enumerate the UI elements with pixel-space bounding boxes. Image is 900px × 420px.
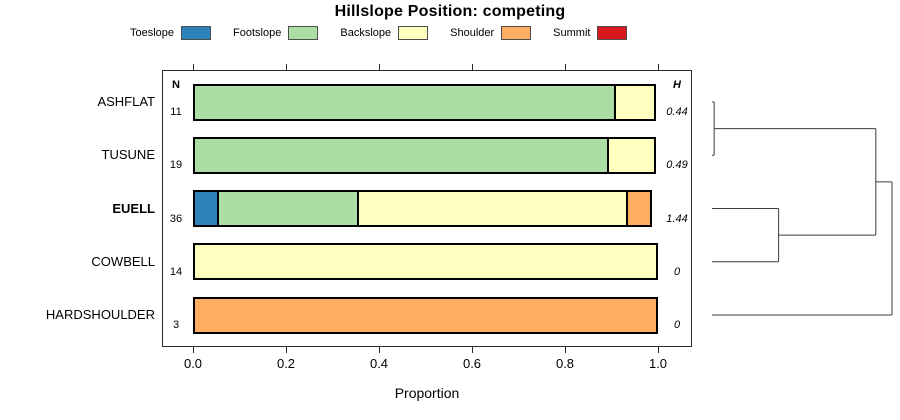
legend-item-summit: Summit [553, 26, 628, 40]
bar-segment-backslope [193, 243, 658, 281]
bar-segment-footslope [217, 190, 359, 227]
legend: Toeslope Footslope Backslope Shoulder Su… [130, 26, 628, 40]
bottom-tick [286, 347, 287, 353]
n-value: 11 [170, 106, 182, 118]
legend-label: Summit [553, 27, 591, 39]
row-label-hardshoulder: HARDSHOULDER [45, 307, 155, 322]
shannon-h-value: 1.44 [666, 212, 688, 225]
legend-item-footslope: Footslope [233, 26, 319, 40]
legend-label: Backslope [340, 27, 392, 39]
footslope-color-swatch [288, 26, 319, 40]
shannon-h-value: 0.44 [666, 106, 688, 118]
row-label-ashflat: ASHFLAT [97, 94, 155, 109]
x-tick-label: 0.4 [369, 356, 389, 371]
h-column-header: H [673, 79, 681, 91]
bar-segment-backslope [613, 83, 656, 121]
bar-segment-backslope [356, 190, 628, 227]
stacked-bar-cowbell [193, 243, 658, 281]
top-tick [472, 64, 473, 70]
shoulder-color-swatch [501, 26, 532, 40]
n-value: 19 [169, 159, 183, 172]
row-label-cowbell: COWBELL [91, 253, 155, 269]
summit-color-swatch [597, 26, 628, 40]
bar-segment-backslope [607, 136, 656, 174]
n-column-header: N [172, 79, 180, 91]
legend-label: Shoulder [450, 27, 495, 39]
toeslope-color-swatch [181, 26, 212, 40]
stacked-bar-hardshoulder [193, 296, 658, 334]
legend-label: Toeslope [130, 27, 175, 39]
stacked-bar-tusune [193, 136, 658, 174]
bottom-tick [193, 347, 194, 353]
n-value: 14 [169, 265, 183, 278]
bottom-tick [472, 347, 473, 353]
bar-segment-shoulder [193, 296, 658, 334]
legend-item-toeslope: Toeslope [130, 26, 212, 40]
n-value: 3 [172, 319, 180, 331]
stacked-bar-ashflat [193, 83, 658, 121]
bottom-tick [379, 347, 380, 353]
top-tick [379, 64, 380, 70]
bar-segment-toeslope [193, 190, 220, 227]
top-tick [193, 64, 194, 70]
bar-segment-shoulder [625, 190, 652, 227]
x-tick-label: 0.0 [183, 356, 203, 371]
n-value: 36 [169, 212, 183, 225]
stacked-bar-euell [193, 190, 658, 227]
top-tick [286, 64, 287, 70]
x-axis-title: Proportion [394, 385, 460, 401]
row-label-tusune: TUSUNE [101, 147, 155, 163]
legend-item-backslope: Backslope [340, 26, 429, 40]
x-tick-label: 1.0 [648, 356, 668, 371]
shannon-h-value: 0 [673, 319, 681, 331]
top-tick [658, 64, 659, 70]
row-label-euell: EUELL [112, 200, 155, 216]
top-tick [565, 64, 566, 70]
legend-label: Footslope [233, 27, 282, 39]
shannon-h-value: 0 [673, 265, 681, 278]
chart-title: Hillslope Position: competing [334, 3, 566, 20]
x-tick-label: 0.2 [276, 356, 296, 371]
x-tick-label: 0.6 [462, 356, 482, 371]
shannon-h-value: 0.49 [666, 159, 688, 172]
x-tick-label: 0.8 [555, 356, 575, 371]
bar-segment-footslope [193, 83, 616, 121]
bar-segment-footslope [193, 136, 610, 174]
backslope-color-swatch [398, 26, 429, 40]
legend-item-shoulder: Shoulder [450, 26, 532, 40]
bottom-tick [658, 347, 659, 353]
bottom-tick [565, 347, 566, 353]
